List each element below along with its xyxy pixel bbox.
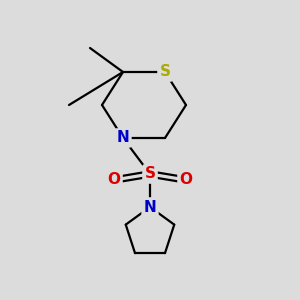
Text: S: S [160, 64, 170, 80]
Text: O: O [107, 172, 121, 188]
Text: O: O [179, 172, 193, 188]
Text: S: S [145, 167, 155, 182]
Text: N: N [144, 200, 156, 214]
Text: N: N [117, 130, 129, 146]
